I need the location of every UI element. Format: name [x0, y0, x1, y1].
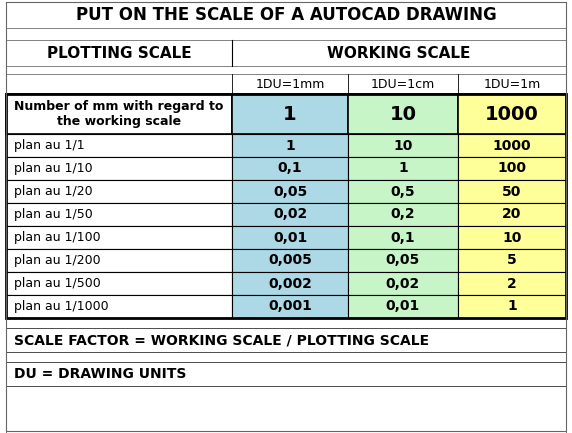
Bar — [232, 249, 348, 272]
Text: 1: 1 — [285, 139, 295, 152]
Text: 10: 10 — [502, 230, 522, 245]
Bar — [458, 226, 566, 249]
Bar — [6, 2, 566, 28]
Bar — [232, 180, 348, 203]
Bar — [6, 249, 232, 272]
Bar — [348, 272, 458, 295]
Text: DU = DRAWING UNITS: DU = DRAWING UNITS — [14, 367, 186, 381]
Text: 1000: 1000 — [485, 104, 539, 123]
Bar — [348, 226, 458, 249]
Text: plan au 1/50: plan au 1/50 — [14, 208, 93, 221]
Bar — [458, 157, 566, 180]
Text: 1000: 1000 — [492, 139, 531, 152]
Text: PUT ON THE SCALE OF A AUTOCAD DRAWING: PUT ON THE SCALE OF A AUTOCAD DRAWING — [76, 6, 496, 24]
Text: plan au 1/1000: plan au 1/1000 — [14, 300, 109, 313]
Text: PLOTTING SCALE: PLOTTING SCALE — [47, 45, 191, 61]
Bar — [348, 157, 458, 180]
Bar — [232, 272, 348, 295]
Text: 1: 1 — [507, 300, 517, 313]
Text: 1DU=1cm: 1DU=1cm — [371, 78, 435, 90]
Text: 1DU=1m: 1DU=1m — [483, 78, 541, 90]
Bar — [232, 94, 348, 134]
Bar — [348, 203, 458, 226]
Bar — [6, 94, 232, 134]
Bar — [458, 134, 566, 157]
Bar — [6, 74, 566, 94]
Bar — [6, 295, 232, 318]
Bar — [6, 328, 566, 352]
Text: 0,05: 0,05 — [386, 253, 420, 268]
Text: plan au 1/100: plan au 1/100 — [14, 231, 101, 244]
Text: 0,01: 0,01 — [273, 230, 307, 245]
Text: 0,02: 0,02 — [273, 207, 307, 222]
Bar — [6, 386, 566, 433]
Text: plan au 1/1: plan au 1/1 — [14, 139, 85, 152]
Bar — [6, 318, 566, 328]
Bar — [6, 203, 232, 226]
Bar — [232, 295, 348, 318]
Text: 0,02: 0,02 — [386, 277, 420, 291]
Bar — [232, 134, 348, 157]
Text: plan au 1/20: plan au 1/20 — [14, 185, 93, 198]
Bar — [6, 272, 232, 295]
Bar — [348, 249, 458, 272]
Bar — [458, 180, 566, 203]
Text: 0,2: 0,2 — [391, 207, 415, 222]
Text: 0,01: 0,01 — [386, 300, 420, 313]
Text: 20: 20 — [502, 207, 522, 222]
Bar — [458, 94, 566, 134]
Text: 0,001: 0,001 — [268, 300, 312, 313]
Text: WORKING SCALE: WORKING SCALE — [327, 45, 471, 61]
Bar — [232, 157, 348, 180]
Bar — [348, 94, 458, 134]
Text: 0,1: 0,1 — [277, 162, 303, 175]
Text: 0,005: 0,005 — [268, 253, 312, 268]
Text: 0,05: 0,05 — [273, 184, 307, 198]
Text: 50: 50 — [502, 184, 522, 198]
Text: 1DU=1mm: 1DU=1mm — [255, 78, 325, 90]
Text: 0,1: 0,1 — [391, 230, 415, 245]
Bar — [232, 226, 348, 249]
Text: 100: 100 — [498, 162, 526, 175]
Bar — [6, 226, 232, 249]
Bar — [6, 157, 232, 180]
Text: 1: 1 — [398, 162, 408, 175]
Text: 2: 2 — [507, 277, 517, 291]
Text: Number of mm with regard to
the working scale: Number of mm with regard to the working … — [14, 100, 224, 128]
Bar — [232, 203, 348, 226]
Bar — [6, 40, 566, 66]
Bar — [6, 352, 566, 362]
Bar — [348, 180, 458, 203]
Bar — [6, 134, 232, 157]
Text: SCALE FACTOR = WORKING SCALE / PLOTTING SCALE: SCALE FACTOR = WORKING SCALE / PLOTTING … — [14, 333, 429, 347]
Bar — [6, 180, 232, 203]
Bar — [348, 134, 458, 157]
Text: 1: 1 — [283, 104, 297, 123]
Bar — [458, 249, 566, 272]
Bar — [458, 272, 566, 295]
Text: 0,002: 0,002 — [268, 277, 312, 291]
Text: 0,5: 0,5 — [391, 184, 415, 198]
Bar — [348, 295, 458, 318]
Bar — [458, 203, 566, 226]
Text: plan au 1/10: plan au 1/10 — [14, 162, 93, 175]
Text: 10: 10 — [390, 104, 416, 123]
Bar — [6, 28, 566, 40]
Bar — [6, 94, 566, 318]
Text: plan au 1/200: plan au 1/200 — [14, 254, 101, 267]
Text: 5: 5 — [507, 253, 517, 268]
Bar — [458, 295, 566, 318]
Text: plan au 1/500: plan au 1/500 — [14, 277, 101, 290]
Text: 10: 10 — [394, 139, 412, 152]
Bar — [6, 362, 566, 386]
Bar — [6, 66, 566, 74]
